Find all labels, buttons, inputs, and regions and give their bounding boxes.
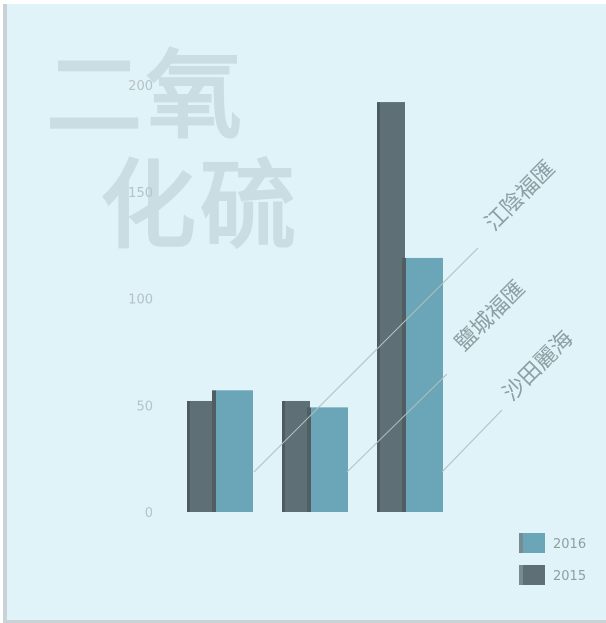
legend-swatch	[523, 533, 545, 553]
bar-2015-shade	[187, 400, 190, 512]
bar-2015	[380, 102, 405, 512]
y-tick-label: 0	[145, 506, 153, 521]
bar-2016-shade	[307, 407, 311, 512]
bar-2015	[285, 400, 310, 512]
bar-2016	[406, 257, 443, 512]
y-tick-label: 50	[136, 399, 153, 414]
category-label: 江陰福匯	[481, 156, 561, 236]
bar-2015-shade	[377, 102, 380, 512]
bar-2016-shade	[402, 257, 406, 512]
legend-swatch	[523, 565, 545, 585]
y-tick-label: 100	[128, 293, 153, 308]
category-label: 沙田麗海	[499, 326, 579, 406]
y-tick-label: 150	[128, 186, 153, 201]
legend-label: 2015	[553, 569, 586, 584]
category-leader-line	[253, 247, 479, 473]
bar-2015	[190, 400, 215, 512]
bar-2016	[311, 407, 348, 512]
y-tick-label: 200	[128, 79, 153, 94]
category-leader-line	[346, 373, 448, 473]
legend-swatch-shade	[519, 565, 523, 585]
bar-2016-shade	[212, 390, 216, 512]
watermark-line-2: 化硫	[100, 150, 300, 262]
legend-label: 2016	[553, 537, 586, 552]
watermark-line-1: 二氧	[46, 40, 246, 152]
legend-swatch-shade	[519, 533, 523, 553]
bar-2016	[216, 390, 253, 512]
category-label: 鹽城福匯	[451, 276, 531, 356]
bar-2015-shade	[282, 400, 285, 512]
category-leader-line	[441, 409, 503, 473]
chart-panel	[7, 4, 606, 620]
